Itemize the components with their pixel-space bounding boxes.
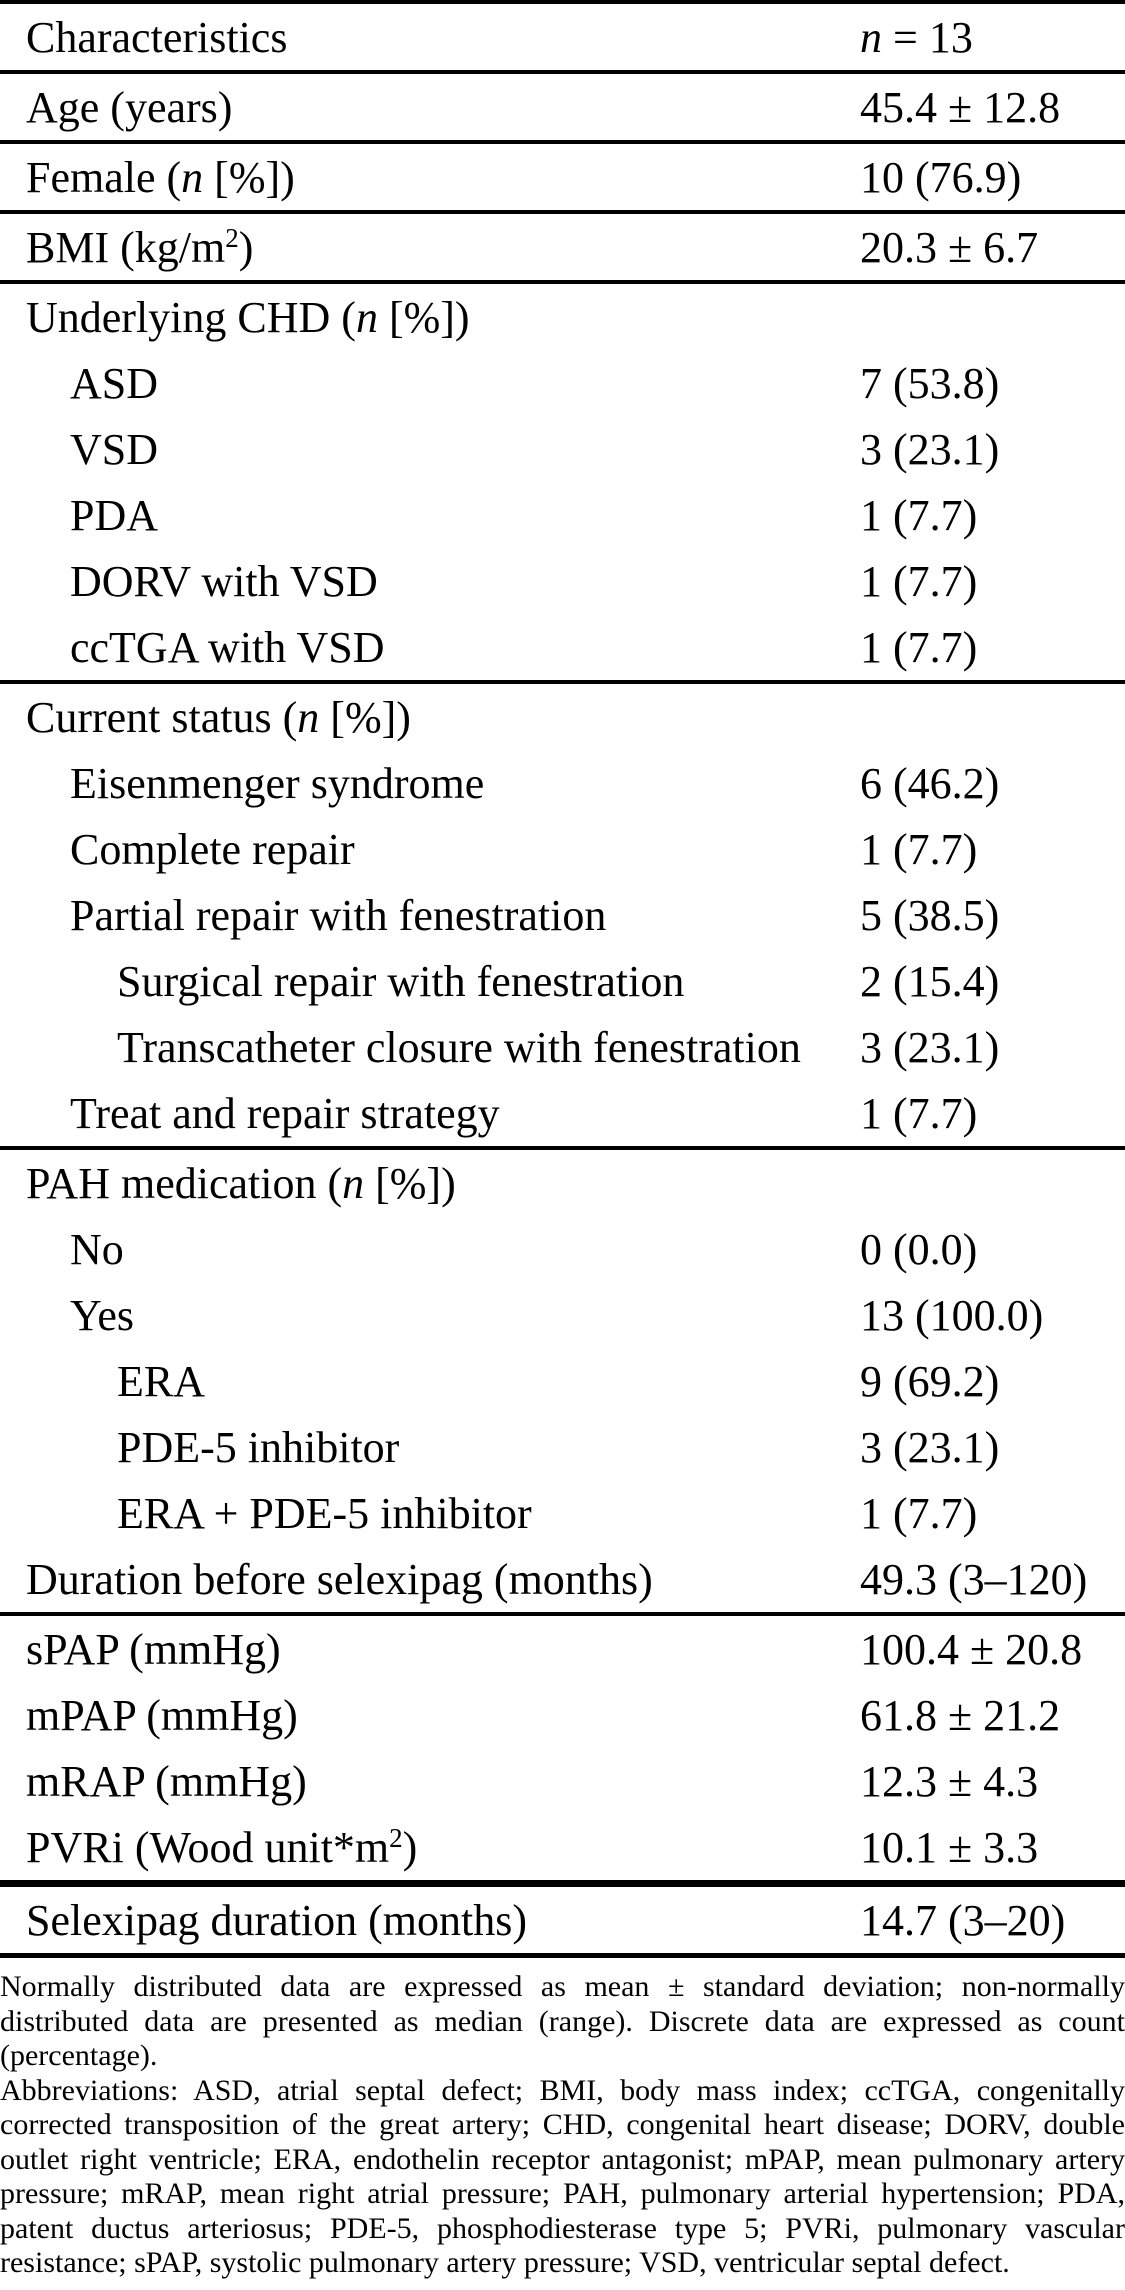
table-row: Current status (n [%]) xyxy=(0,684,1125,750)
row-label: Treat and repair strategy xyxy=(70,1088,500,1138)
row-value: 9 (69.2) xyxy=(860,1356,1000,1406)
row-label: Selexipag duration (months) xyxy=(26,1895,528,1945)
footnote-abbreviations: Abbreviations: ASD, atrial septal defect… xyxy=(0,2073,1125,2280)
row-value: 61.8 ± 21.2 xyxy=(860,1690,1061,1740)
table-row: Partial repair with fenestration 5 (38.5… xyxy=(0,882,1125,948)
table-row: Surgical repair with fenestration 2 (15.… xyxy=(0,948,1125,1014)
row-label: Transcatheter closure with fenestration xyxy=(117,1022,801,1072)
table-row: Duration before selexipag (months) 49.3 … xyxy=(0,1546,1125,1612)
table-row: Complete repair 1 (7.7) xyxy=(0,816,1125,882)
row-label: PDA xyxy=(70,490,159,540)
row-label: Current status (n [%]) xyxy=(26,692,411,742)
row-value: 3 (23.1) xyxy=(860,1422,1000,1472)
row-value: 0 (0.0) xyxy=(860,1224,978,1274)
row-value: 100.4 ± 20.8 xyxy=(860,1624,1083,1674)
row-label: PDE-5 inhibitor xyxy=(117,1422,400,1472)
table-row: Yes 13 (100.0) xyxy=(0,1282,1125,1348)
row-label: VSD xyxy=(70,424,159,474)
table-rule xyxy=(0,210,1125,214)
table-row: VSD 3 (23.1) xyxy=(0,416,1125,482)
row-value: 12.3 ± 4.3 xyxy=(860,1756,1039,1806)
table-row: PAH medication (n [%]) xyxy=(0,1150,1125,1216)
table-row: Age (years) 45.4 ± 12.8 xyxy=(0,74,1125,140)
row-value: 45.4 ± 12.8 xyxy=(860,82,1061,132)
row-value: 1 (7.7) xyxy=(860,622,978,672)
row-value: 10 (76.9) xyxy=(860,152,1022,202)
row-label: DORV with VSD xyxy=(70,556,378,606)
row-label: ASD xyxy=(70,358,159,408)
row-label: Female (n [%]) xyxy=(26,152,295,202)
row-label: BMI (kg/m2) xyxy=(26,222,254,272)
row-value: 3 (23.1) xyxy=(860,1022,1000,1072)
table-row: BMI (kg/m2) 20.3 ± 6.7 xyxy=(0,214,1125,280)
row-label: Age (years) xyxy=(26,82,233,132)
table-row: PDE-5 inhibitor 3 (23.1) xyxy=(0,1414,1125,1480)
row-label: sPAP (mmHg) xyxy=(26,1624,281,1674)
row-value: 3 (23.1) xyxy=(860,424,1000,474)
row-value: 7 (53.8) xyxy=(860,358,1000,408)
row-label: No xyxy=(70,1224,124,1274)
table-row: DORV with VSD 1 (7.7) xyxy=(0,548,1125,614)
row-value: 13 (100.0) xyxy=(860,1290,1044,1340)
table-row: Selexipag duration (months) 14.7 (3–20) xyxy=(0,1887,1125,1953)
table-row: sPAP (mmHg) 100.4 ± 20.8 xyxy=(0,1616,1125,1682)
row-label: mPAP (mmHg) xyxy=(26,1690,298,1740)
table-rule xyxy=(0,1880,1125,1887)
header-row: Characteristics n = 13 xyxy=(0,4,1125,70)
row-value: 1 (7.7) xyxy=(860,824,978,874)
row-value: 49.3 (3–120) xyxy=(860,1554,1088,1604)
row-label: Complete repair xyxy=(70,824,355,874)
row-label: ccTGA with VSD xyxy=(70,622,385,672)
table-row: mPAP (mmHg) 61.8 ± 21.2 xyxy=(0,1682,1125,1748)
table-row: No 0 (0.0) xyxy=(0,1216,1125,1282)
table-rule-top xyxy=(0,0,1125,4)
table-row: PDA 1 (7.7) xyxy=(0,482,1125,548)
table-row: PVRi (Wood unit*m2) 10.1 ± 3.3 xyxy=(0,1814,1125,1880)
table-row: Underlying CHD (n [%]) xyxy=(0,284,1125,350)
row-label: ERA + PDE-5 inhibitor xyxy=(117,1488,532,1538)
row-value: 6 (46.2) xyxy=(860,758,1000,808)
row-label: PAH medication (n [%]) xyxy=(26,1158,456,1208)
row-value: 20.3 ± 6.7 xyxy=(860,222,1039,272)
table-row: ERA + PDE-5 inhibitor 1 (7.7) xyxy=(0,1480,1125,1546)
table-body: Age (years) 45.4 ± 12.8 Female (n [%]) 1… xyxy=(0,74,1125,1958)
row-label: PVRi (Wood unit*m2) xyxy=(26,1822,418,1872)
table-footnotes: Normally distributed data are expressed … xyxy=(0,1970,1125,2281)
row-value: 14.7 (3–20) xyxy=(860,1895,1066,1945)
table-rule xyxy=(0,680,1125,684)
row-label: Duration before selexipag (months) xyxy=(26,1554,653,1604)
table-row: Eisenmenger syndrome 6 (46.2) xyxy=(0,750,1125,816)
row-label: Surgical repair with fenestration xyxy=(117,956,685,1006)
characteristics-table: Characteristics n = 13 Age (years) 45.4 … xyxy=(0,0,1125,1958)
row-value: 1 (7.7) xyxy=(860,556,978,606)
row-value: 2 (15.4) xyxy=(860,956,1000,1006)
row-value: 10.1 ± 3.3 xyxy=(860,1822,1039,1872)
table-row: Transcatheter closure with fenestration … xyxy=(0,1014,1125,1080)
table-row: ASD 7 (53.8) xyxy=(0,350,1125,416)
table-row: mRAP (mmHg) 12.3 ± 4.3 xyxy=(0,1748,1125,1814)
row-value: 5 (38.5) xyxy=(860,890,1000,940)
row-label: Yes xyxy=(70,1290,135,1340)
row-label: Partial repair with fenestration xyxy=(70,890,607,940)
table-rule xyxy=(0,1953,1125,1958)
header-n-value: n = 13 xyxy=(860,12,973,62)
table-rule xyxy=(0,70,1125,74)
row-value: 1 (7.7) xyxy=(860,490,978,540)
table-row: Treat and repair strategy 1 (7.7) xyxy=(0,1080,1125,1146)
row-label: Eisenmenger syndrome xyxy=(70,758,485,808)
table-rule xyxy=(0,1612,1125,1616)
row-label: ERA xyxy=(117,1356,205,1406)
table-row: ccTGA with VSD 1 (7.7) xyxy=(0,614,1125,680)
table-row: ERA 9 (69.2) xyxy=(0,1348,1125,1414)
row-label: mRAP (mmHg) xyxy=(26,1756,307,1806)
table-rule xyxy=(0,1146,1125,1150)
table-rule xyxy=(0,140,1125,144)
table-rule xyxy=(0,280,1125,284)
row-value: 1 (7.7) xyxy=(860,1488,978,1538)
table-row: Female (n [%]) 10 (76.9) xyxy=(0,144,1125,210)
footnote-statistics: Normally distributed data are expressed … xyxy=(0,1970,1125,2072)
row-label: Underlying CHD (n [%]) xyxy=(26,292,470,342)
row-value: 1 (7.7) xyxy=(860,1088,978,1138)
header-characteristics-label: Characteristics xyxy=(26,12,288,62)
